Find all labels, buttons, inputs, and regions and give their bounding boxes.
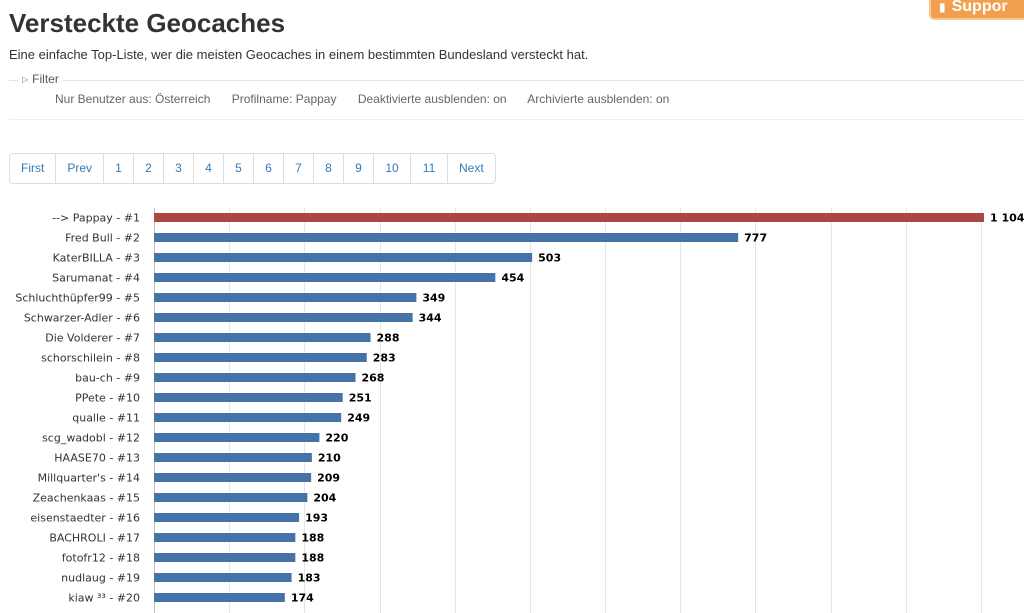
- chart-data-label: 288: [377, 332, 400, 345]
- chart-data-label: 1 104: [990, 212, 1024, 225]
- chart-category-label[interactable]: eisenstaedter - #16: [30, 512, 140, 525]
- pagination-page-2[interactable]: 2: [134, 154, 165, 183]
- chart-data-label: 777: [744, 232, 767, 245]
- chart-bar[interactable]: [154, 513, 300, 522]
- chart-data-label: 220: [325, 432, 348, 445]
- chart-data-label: 174: [291, 592, 314, 605]
- chart-data-label: 251: [349, 392, 372, 405]
- chart-data-label: 188: [301, 532, 324, 545]
- filter-profile: Profilname: Pappay: [231, 92, 337, 106]
- chart-category-label[interactable]: Millquarter's - #14: [38, 472, 140, 485]
- chart-bar[interactable]: [154, 573, 292, 582]
- chart-bar[interactable]: [154, 393, 343, 402]
- page-title: Versteckte Geocaches: [9, 8, 286, 38]
- pagination-page-5[interactable]: 5: [224, 154, 255, 183]
- chart-bar[interactable]: [154, 213, 985, 222]
- chart-grid: [154, 208, 982, 613]
- chart-category-label[interactable]: Sarumanat - #4: [52, 272, 140, 285]
- chart-data-label: 344: [419, 312, 442, 325]
- chart-category-label[interactable]: fotofr12 - #18: [62, 552, 140, 565]
- pagination: First Prev 1 2 3 4 5 6 7 8 9 10 11 Next: [9, 153, 496, 184]
- filter-label: Filter: [32, 72, 59, 86]
- pagination-prev[interactable]: Prev: [56, 154, 105, 183]
- chart-bar[interactable]: [154, 553, 296, 562]
- pagination-page-6[interactable]: 6: [254, 154, 285, 183]
- chart-data-label: 249: [347, 412, 370, 425]
- chart-bar[interactable]: [154, 333, 371, 342]
- pagination-page-11[interactable]: 11: [411, 154, 449, 183]
- filter-toggle[interactable]: ▷ Filter: [18, 72, 63, 86]
- chart-data-label: 193: [305, 512, 328, 525]
- chart-category-label[interactable]: Schluchthüpfer99 - #5: [15, 292, 140, 305]
- megaphone-icon: ▮: [939, 0, 946, 14]
- chart-value-labels: 1 104 777 503 454 349 344 288 283 268 251 249 220 21…: [291, 212, 1024, 605]
- pagination-page-9[interactable]: 9: [344, 154, 375, 183]
- pagination-page-7[interactable]: 7: [284, 154, 315, 183]
- pagination-next[interactable]: Next: [459, 161, 484, 175]
- pagination-page-1[interactable]: 1: [104, 154, 135, 183]
- chart-bar[interactable]: [154, 353, 367, 362]
- chart-bar[interactable]: [154, 233, 739, 242]
- chart-category-label[interactable]: Zeachenkaas - #15: [33, 492, 140, 505]
- chart-category-label[interactable]: --> Pappay - #1: [52, 212, 140, 225]
- chart-bar[interactable]: [154, 373, 356, 382]
- chart-category-label[interactable]: PPete - #10: [75, 392, 140, 405]
- chart-category-label[interactable]: scg_wadobl - #12: [42, 432, 140, 445]
- filter-divider: [9, 80, 1024, 81]
- chart-bar[interactable]: [154, 453, 312, 462]
- filter-hide-archived: Archivierte ausblenden: on: [527, 92, 670, 106]
- chart-data-label: 183: [298, 572, 321, 585]
- chart-bar[interactable]: [154, 253, 533, 262]
- page-subtitle: Eine einfache Top-Liste, wer die meisten…: [9, 47, 589, 62]
- filter-values: Nur Benutzer aus: Österreich Profilname:…: [55, 92, 687, 106]
- chart-category-label[interactable]: bau-ch - #9: [75, 372, 140, 385]
- chart-bar[interactable]: [154, 293, 417, 302]
- filter-country: Nur Benutzer aus: Österreich: [55, 92, 211, 106]
- filter-hide-disabled: Deaktivierte ausblenden: on: [357, 92, 507, 106]
- chart-category-label[interactable]: Schwarzer-Adler - #6: [24, 312, 140, 325]
- triangle-right-icon: ▷: [22, 74, 29, 84]
- pagination-page-4[interactable]: 4: [194, 154, 225, 183]
- chart-data-label: 503: [538, 252, 561, 265]
- ranking-bar-chart: --> Pappay - #1 Fred Bull - #2 KaterBILLA …: [15, 208, 1024, 613]
- chart-category-labels: --> Pappay - #1 Fred Bull - #2 KaterBILLA …: [15, 212, 140, 605]
- chart-data-label: 210: [318, 452, 341, 465]
- pagination-page-8[interactable]: 8: [314, 154, 345, 183]
- chart-category-label[interactable]: BACHROLI - #17: [49, 532, 140, 545]
- chart-data-label: 209: [317, 472, 340, 485]
- pagination-first[interactable]: First: [10, 154, 57, 183]
- chart-bar[interactable]: [154, 593, 285, 602]
- pagination-page-10[interactable]: 10: [374, 154, 412, 183]
- chart-category-label[interactable]: kiaw ³³ - #20: [68, 592, 140, 605]
- chart-data-label: 268: [361, 372, 384, 385]
- chart-category-label[interactable]: schorschilein - #8: [41, 352, 140, 365]
- chart-bar[interactable]: [154, 493, 308, 502]
- chart-bar[interactable]: [154, 433, 320, 442]
- chart-data-label: 454: [501, 272, 524, 285]
- support-button[interactable]: ▮ Suppor: [929, 0, 1024, 20]
- chart-category-label[interactable]: qualle - #11: [72, 412, 140, 425]
- support-label: Suppor: [951, 0, 1008, 15]
- chart-data-label: 188: [301, 552, 324, 565]
- pagination-page-3[interactable]: 3: [164, 154, 195, 183]
- chart-category-label[interactable]: KaterBILLA - #3: [53, 252, 140, 265]
- chart-bar[interactable]: [154, 273, 496, 282]
- chart-bar[interactable]: [154, 413, 342, 422]
- chart-category-label[interactable]: Fred Bull - #2: [65, 232, 140, 245]
- chart-category-label[interactable]: Die Volderer - #7: [45, 332, 140, 345]
- chart-category-label[interactable]: nudlaug - #19: [61, 572, 140, 585]
- chart-bar[interactable]: [154, 533, 296, 542]
- chart-bars: [154, 213, 985, 602]
- chart-bar[interactable]: [154, 473, 312, 482]
- chart-category-label[interactable]: HAASE70 - #13: [54, 452, 140, 465]
- chart-data-label: 283: [373, 352, 396, 365]
- chart-data-label: 349: [422, 292, 445, 305]
- chart-bar[interactable]: [154, 313, 413, 322]
- filter-bottom-divider: [9, 119, 1024, 120]
- chart-data-label: 204: [313, 492, 336, 505]
